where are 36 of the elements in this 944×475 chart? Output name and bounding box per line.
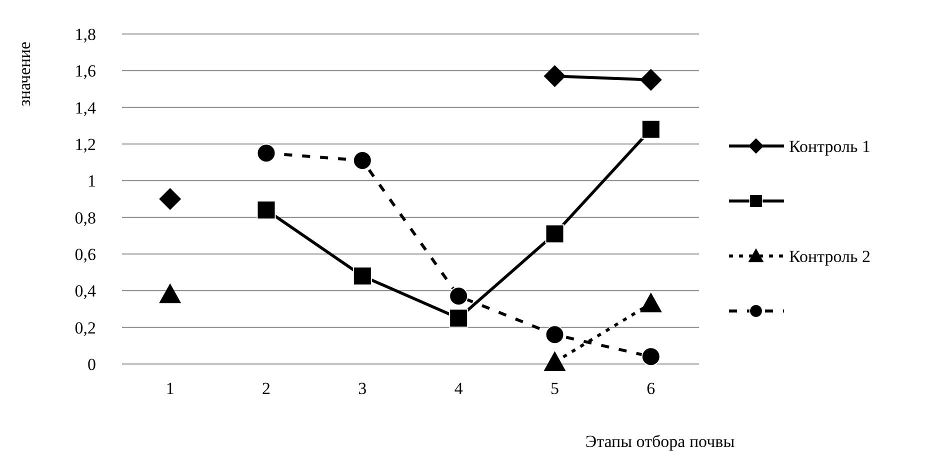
- y-tick-label: 0,6: [74, 244, 96, 264]
- point: [545, 325, 564, 344]
- point: [449, 286, 468, 306]
- point: [449, 308, 468, 328]
- point: [256, 144, 276, 163]
- point: [159, 283, 182, 304]
- y-tick-label: 0,2: [74, 318, 96, 338]
- x-tick-label: 5: [550, 379, 559, 398]
- y-tick-label: 0,8: [74, 208, 96, 228]
- x-tick-label: 3: [358, 379, 367, 398]
- y-tick-label: 0: [88, 354, 96, 374]
- y-tick-label: 0,4: [74, 282, 96, 301]
- y-tick-label: 1,2: [74, 134, 96, 154]
- point: [545, 224, 564, 244]
- y-tick-label: 1,4: [74, 98, 96, 118]
- legend-label: Контроль 1: [789, 136, 870, 156]
- point: [544, 65, 566, 88]
- point: [256, 200, 276, 220]
- point: [640, 292, 662, 312]
- point: [641, 347, 660, 366]
- point: [159, 188, 182, 210]
- y-tick-label: 1: [88, 172, 96, 191]
- x-tick-label: 1: [166, 379, 174, 398]
- point: [352, 266, 372, 286]
- x-tick-label: 6: [646, 379, 656, 398]
- legend-label: Контроль 2: [789, 246, 870, 266]
- point: [352, 151, 372, 170]
- y-tick-label: 1,6: [74, 62, 96, 81]
- point: [640, 68, 662, 91]
- point: [544, 351, 566, 371]
- x-tick-label: 4: [454, 379, 464, 398]
- y-axis-title: значение: [15, 42, 34, 106]
- x-axis-title: Этапы отбора почвы: [585, 432, 736, 451]
- x-tick-label: 2: [262, 379, 270, 398]
- y-tick-label: 1,8: [74, 24, 96, 44]
- point: [641, 120, 660, 139]
